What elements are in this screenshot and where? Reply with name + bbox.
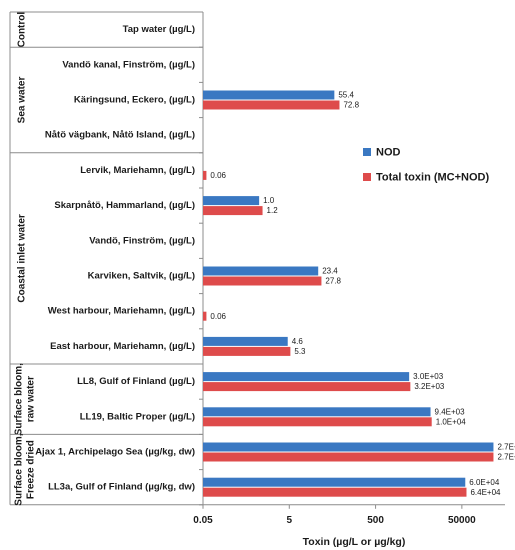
category-label: LL19, Baltic Proper (µg/L) <box>80 411 195 422</box>
group-label: Surface bloom, <box>14 433 25 505</box>
bar-total-toxin <box>203 206 263 216</box>
data-label: 4.6 <box>292 337 304 346</box>
bar-nod <box>203 266 319 276</box>
data-label: 3.2E+03 <box>414 382 445 391</box>
x-axis-title: Toxin (µg/L or µg/kg) <box>303 536 406 548</box>
legend-label: Total toxin (MC+NOD) <box>376 171 489 183</box>
bar-total-toxin <box>203 311 207 321</box>
data-label: 1.0E+04 <box>436 417 467 426</box>
category-label: East harbour, Mariehamn, (µg/L) <box>50 341 195 352</box>
group-label: Coastal inlet water <box>17 214 28 302</box>
category-label: West harbour, Mariehamn, (µg/L) <box>48 306 195 317</box>
data-label: 0.06 <box>210 312 226 321</box>
category-label: Ajax 1, Archipelago Sea (µg/kg, dw) <box>35 447 195 458</box>
data-label: 72.8 <box>343 101 359 110</box>
legend-label: NOD <box>376 146 401 158</box>
category-label: Nåtö vägbank, Nåtö Island, (µg/L) <box>45 130 195 141</box>
bar-nod <box>203 90 335 100</box>
bar-nod <box>203 442 494 452</box>
data-label: 1.2 <box>267 206 279 215</box>
x-tick-label: 500 <box>367 515 384 526</box>
data-label: 27.8 <box>325 277 341 286</box>
legend-swatch-nod <box>363 148 371 156</box>
category-label: LL8, Gulf of Finland (µg/L) <box>77 376 195 387</box>
bar-nod <box>203 336 288 346</box>
bar-total-toxin <box>203 346 291 356</box>
category-label: Vandö kanal, Finström, (µg/L) <box>62 59 195 70</box>
bar-total-toxin <box>203 417 432 427</box>
category-label: Skarpnåtö, Hammarland, (µg/L) <box>54 200 195 211</box>
bar-nod <box>203 372 410 382</box>
x-tick-label: 5 <box>287 515 293 526</box>
bar-total-toxin <box>203 100 340 110</box>
bar-total-toxin <box>203 170 207 180</box>
x-tick-label: 0.05 <box>193 515 213 526</box>
legend-swatch-total-toxin <box>363 173 371 181</box>
data-label: 2.7E+05 <box>497 453 515 462</box>
category-label: Tap water (µg/L) <box>123 24 195 35</box>
category-label: LL3a, Gulf of Finland (µg/kg, dw) <box>48 482 195 493</box>
data-label: 1.0 <box>263 196 275 205</box>
data-label: 0.06 <box>210 171 226 180</box>
data-label: 6.0E+04 <box>469 478 500 487</box>
x-tick-label: 50000 <box>448 515 476 526</box>
group-label: Surface bloom, <box>14 363 25 435</box>
data-label: 23.4 <box>322 267 338 276</box>
bar-nod <box>203 196 260 206</box>
bar-nod <box>203 407 431 417</box>
group-label: raw water <box>26 376 37 422</box>
category-label: Lervik, Mariehamn, (µg/L) <box>80 165 195 176</box>
category-label: Karviken, Saltvik, (µg/L) <box>88 271 195 282</box>
data-label: 3.0E+03 <box>413 372 444 381</box>
category-label: Vandö, Finström, (µg/L) <box>89 235 195 246</box>
group-label: Control <box>17 12 28 48</box>
bar-total-toxin <box>203 276 322 286</box>
data-label: 5.3 <box>294 347 306 356</box>
group-label: Sea water <box>17 77 28 124</box>
bar-total-toxin <box>203 487 467 497</box>
group-label: Freeze dried <box>26 440 37 499</box>
data-label: 9.4E+03 <box>435 407 466 416</box>
bar-nod <box>203 477 466 487</box>
category-label: Käringsund, Eckero, (µg/L) <box>74 95 195 106</box>
data-label: 2.7E+05 <box>497 443 515 452</box>
bar-total-toxin <box>203 452 494 462</box>
data-label: 55.4 <box>338 91 354 100</box>
data-label: 6.4E+04 <box>470 488 501 497</box>
bar-total-toxin <box>203 382 411 392</box>
